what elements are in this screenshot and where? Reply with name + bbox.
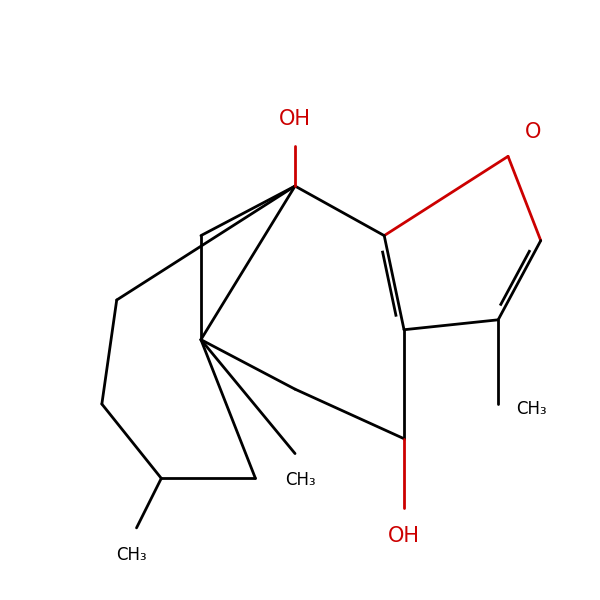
Text: O: O [524, 122, 541, 142]
Text: CH₃: CH₃ [284, 472, 316, 490]
Text: CH₃: CH₃ [116, 546, 147, 564]
Text: OH: OH [279, 109, 311, 128]
Text: CH₃: CH₃ [516, 400, 547, 418]
Text: OH: OH [388, 526, 420, 546]
